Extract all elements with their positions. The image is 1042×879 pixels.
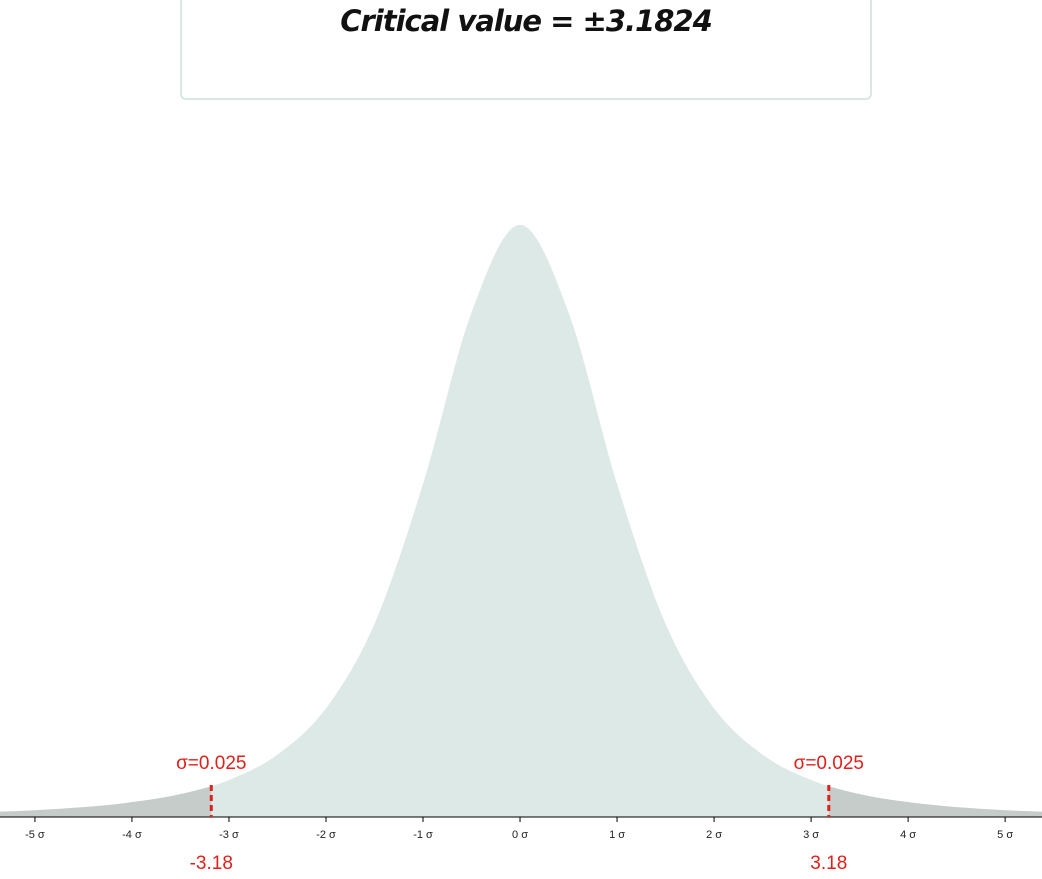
area-label: σ=0.025 [794,753,864,774]
critical-label: 3.18 [810,853,847,874]
plot-area [0,224,1042,817]
tail-area [0,786,212,817]
header-box: Critical value = ±3.1824 [180,0,872,100]
x-tick-label: -5 σ [25,829,45,841]
x-tick-label: 1 σ [609,829,625,841]
density-area [0,224,1042,817]
x-tick-label: 3 σ [803,829,819,841]
tail-group [828,786,1042,817]
tail-group [0,786,212,817]
x-tick-label: 2 σ [706,829,722,841]
x-tick-label: 5 σ [997,829,1013,841]
x-tick-label: -2 σ [316,829,336,841]
x-tick-label: 4 σ [900,829,916,841]
x-tick-label: -3 σ [219,829,239,841]
x-tick-label: -1 σ [413,829,433,841]
area-label: σ=0.025 [176,753,246,774]
critical-label: -3.18 [190,853,233,874]
chart-title: Critical value = ±3.1824 [340,4,713,38]
tail-area [828,786,1042,817]
x-tick-label: 0 σ [512,829,528,841]
x-tick-label: -4 σ [122,829,142,841]
